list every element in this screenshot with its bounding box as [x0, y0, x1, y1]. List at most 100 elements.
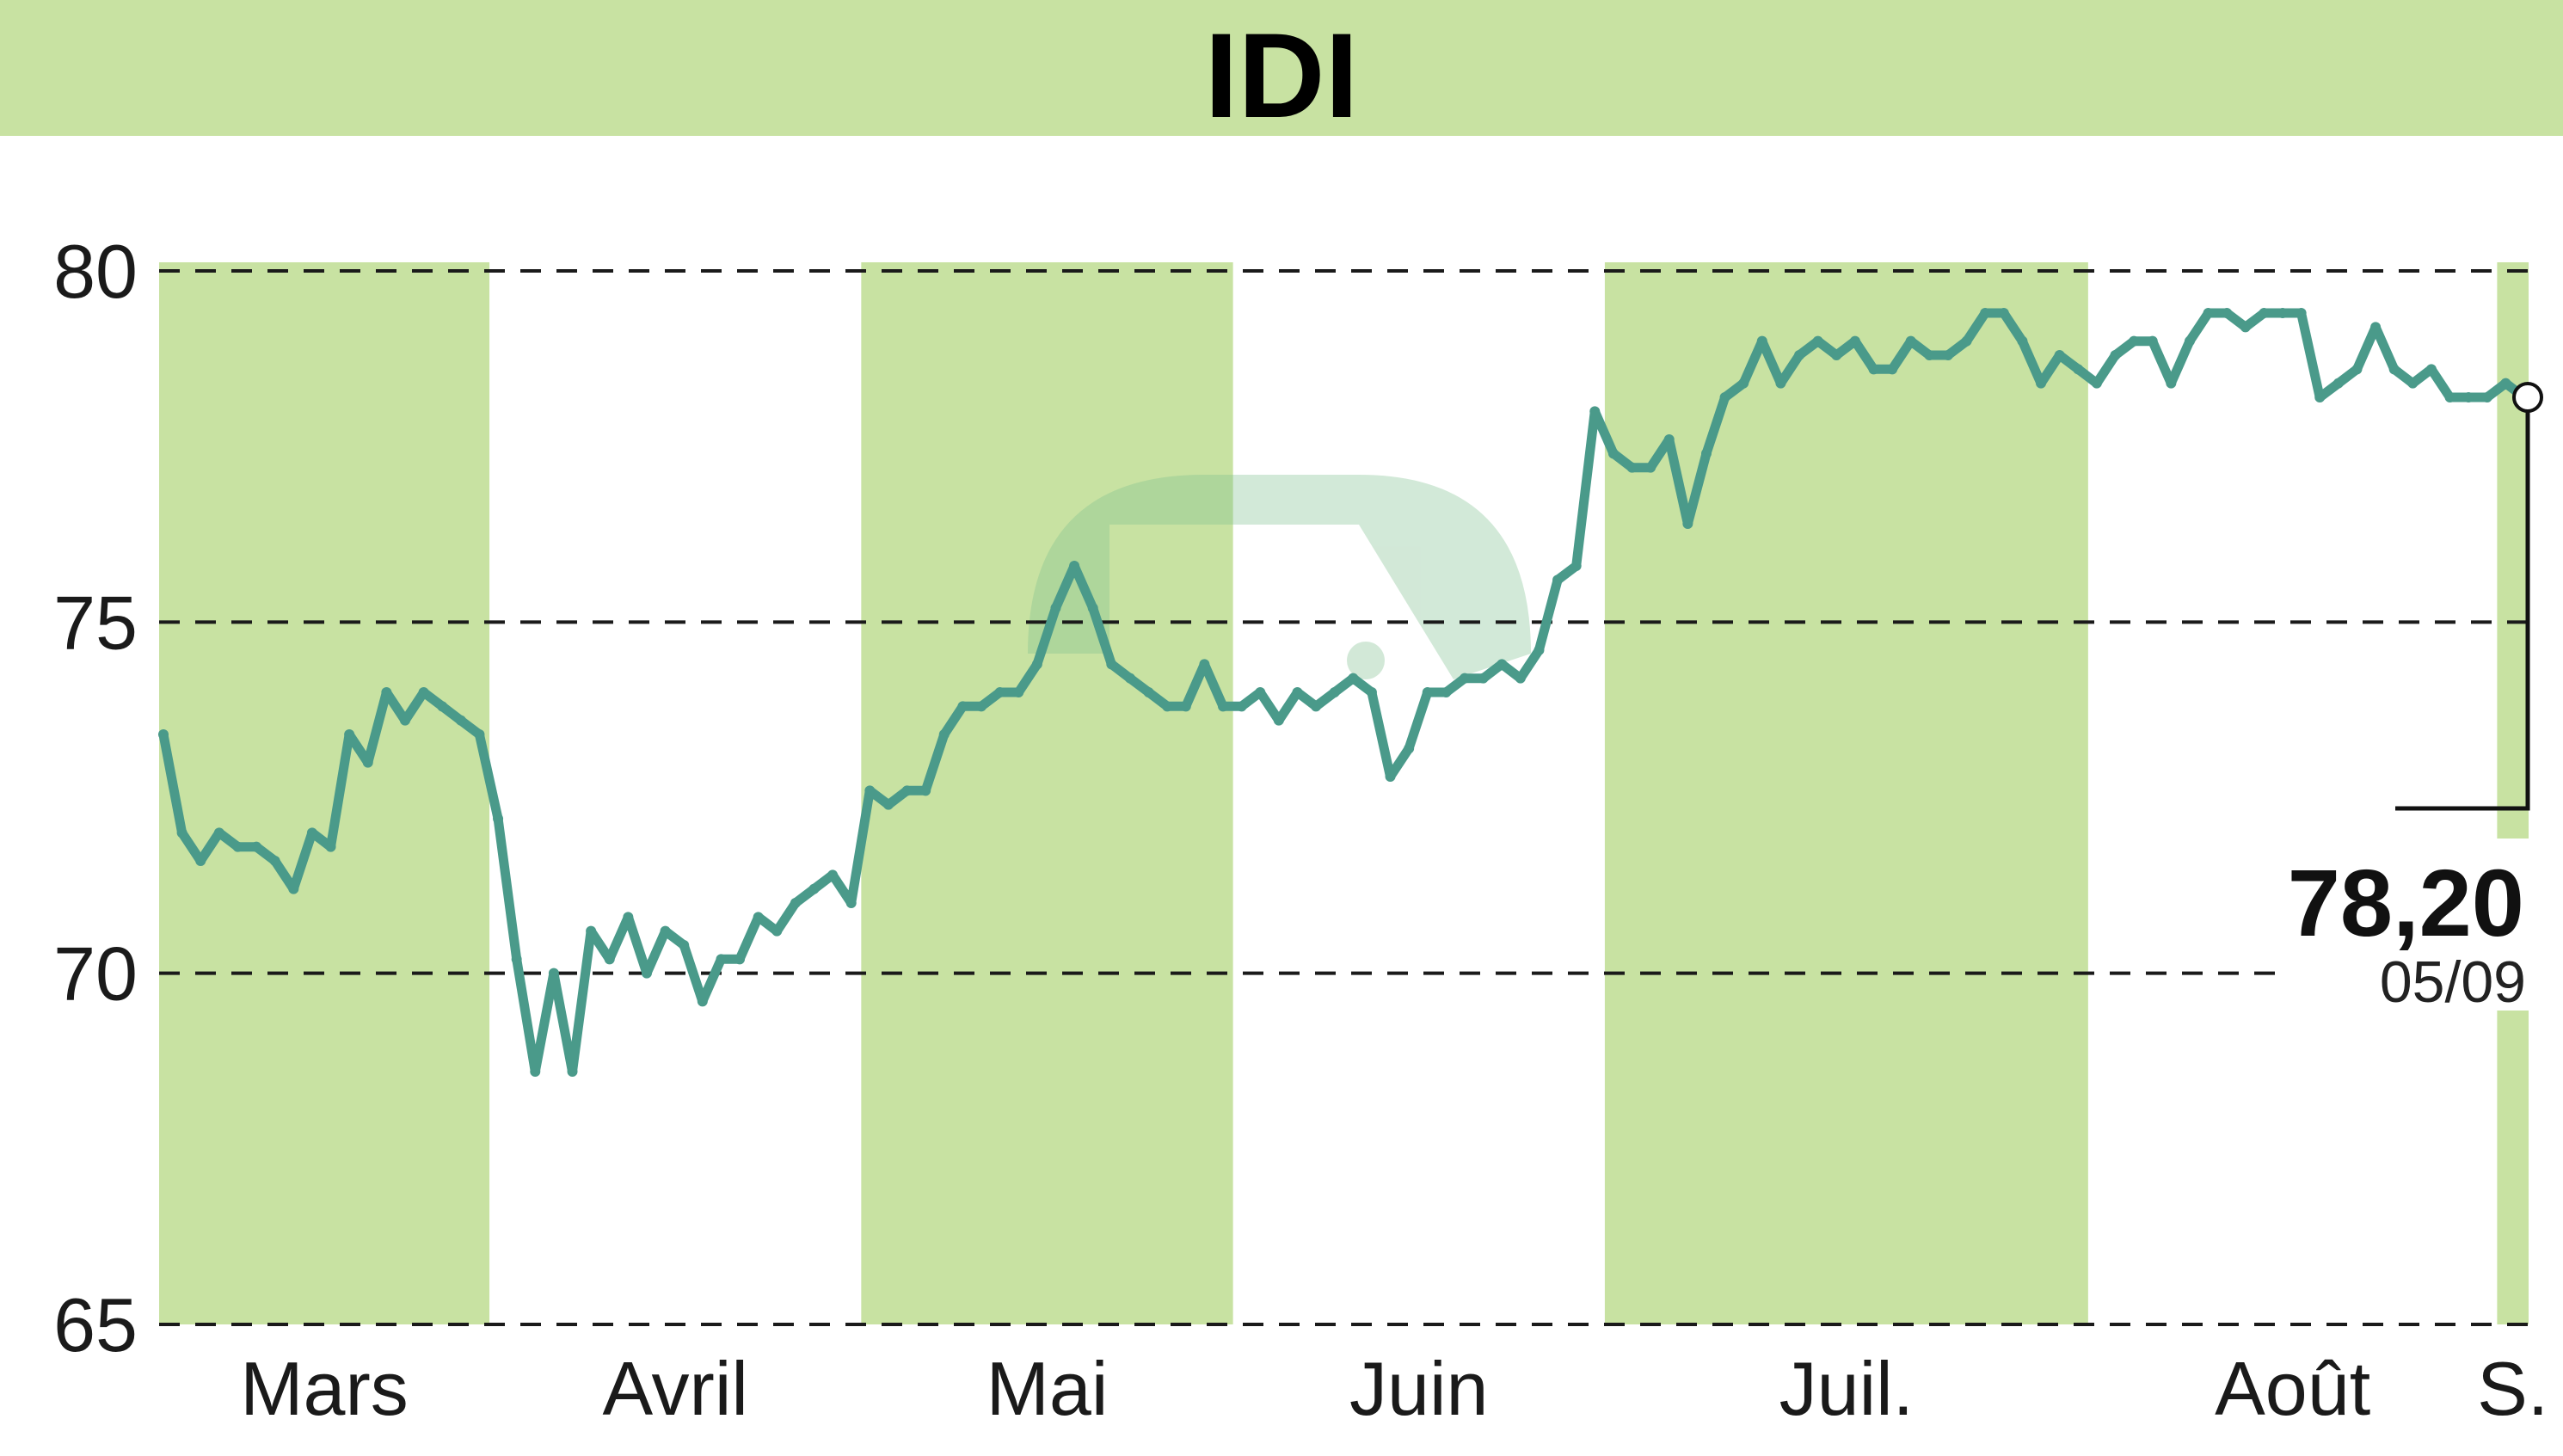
data-point: [2036, 378, 2047, 389]
data-point: [697, 996, 708, 1007]
y-tick-label: 65: [53, 1282, 138, 1367]
data-point: [1607, 448, 1619, 459]
data-points: [158, 308, 2529, 1077]
data-point: [1031, 659, 1042, 670]
data-point: [2500, 378, 2511, 389]
circle-marker-icon: [2512, 382, 2543, 413]
data-point: [251, 841, 262, 852]
data-point: [418, 687, 429, 697]
data-point: [1050, 603, 1061, 613]
data-point: [2481, 392, 2492, 402]
data-point: [808, 883, 820, 894]
y-tick-label: 70: [53, 931, 138, 1017]
x-axis-ticks: Mars Avril Mai Juin Juil. Août S.: [240, 1346, 2548, 1431]
data-point: [1180, 701, 1191, 712]
data-point: [232, 841, 243, 852]
data-point: [1812, 335, 1823, 347]
data-point: [1961, 335, 1972, 347]
data-point: [2110, 350, 2121, 360]
data-point: [213, 827, 224, 839]
data-point: [455, 715, 466, 726]
month-band: [1604, 262, 2088, 1324]
data-point: [753, 912, 764, 923]
data-point: [1143, 687, 1154, 697]
logo-watermark-icon: [1028, 475, 1531, 679]
data-point: [641, 968, 652, 979]
gridlines: [159, 269, 2529, 1326]
data-point: [1849, 335, 1860, 347]
data-point: [771, 925, 783, 937]
data-point: [882, 799, 894, 810]
data-point: [1441, 687, 1452, 697]
data-point: [362, 757, 373, 768]
data-point: [2463, 392, 2474, 402]
data-point: [2091, 378, 2102, 389]
data-point: [1069, 561, 1080, 571]
last-value-label-background: [2283, 839, 2529, 1011]
data-point: [474, 729, 485, 740]
data-point: [679, 940, 690, 950]
data-point: [1273, 715, 1284, 726]
data-point: [1794, 350, 1805, 360]
data-point: [1905, 335, 1916, 347]
data-point: [1552, 574, 1564, 586]
data-point: [623, 912, 634, 923]
data-point: [493, 814, 504, 824]
x-tick-label: Août: [2215, 1346, 2370, 1431]
data-point: [2203, 308, 2214, 318]
data-point: [2054, 350, 2065, 360]
data-point: [2129, 335, 2140, 347]
data-point: [1942, 350, 1953, 360]
data-point: [1255, 687, 1266, 697]
data-point: [827, 869, 839, 881]
data-point: [1700, 448, 1712, 459]
data-point: [2425, 364, 2437, 375]
x-tick-label: Mars: [240, 1346, 409, 1431]
data-point: [437, 701, 448, 712]
data-point: [1570, 561, 1582, 571]
data-point: [2388, 364, 2400, 375]
data-point: [1589, 406, 1601, 417]
data-point: [604, 954, 615, 965]
data-point: [2314, 392, 2326, 402]
data-point: [2407, 378, 2419, 389]
month-bands: [159, 262, 2529, 1324]
data-point: [1236, 701, 1247, 712]
data-point: [1756, 335, 1767, 347]
data-point: [734, 954, 746, 965]
data-point: [1626, 462, 1638, 473]
data-point: [381, 687, 392, 697]
data-point: [2259, 308, 2270, 318]
data-point: [1162, 701, 1173, 712]
month-band: [2497, 262, 2529, 1324]
chart-title: IDI: [1205, 8, 1359, 143]
data-point: [511, 954, 522, 965]
x-tick-label: Juin: [1349, 1346, 1488, 1431]
data-point: [790, 898, 801, 908]
data-point: [586, 925, 597, 937]
last-value-leader: [2395, 411, 2530, 811]
data-point: [2073, 364, 2084, 375]
data-point: [1497, 659, 1508, 670]
data-point: [567, 1066, 578, 1077]
data-point: [2017, 335, 2028, 347]
data-point: [269, 856, 280, 866]
data-point: [1404, 743, 1415, 754]
data-point: [325, 841, 336, 852]
data-point: [864, 785, 876, 796]
data-point: [1719, 392, 1730, 402]
data-point: [399, 715, 410, 726]
data-point: [1199, 659, 1210, 670]
data-point: [1478, 673, 1489, 684]
data-point: [2444, 392, 2455, 402]
data-point: [1831, 350, 1842, 360]
data-point: [957, 701, 968, 712]
data-point: [1385, 771, 1396, 782]
data-point: [901, 785, 913, 796]
data-point: [2184, 335, 2195, 347]
data-point: [1087, 603, 1098, 613]
data-point: [195, 856, 206, 866]
x-tick-label: Mai: [986, 1346, 1109, 1431]
y-tick-label: 80: [53, 229, 138, 314]
